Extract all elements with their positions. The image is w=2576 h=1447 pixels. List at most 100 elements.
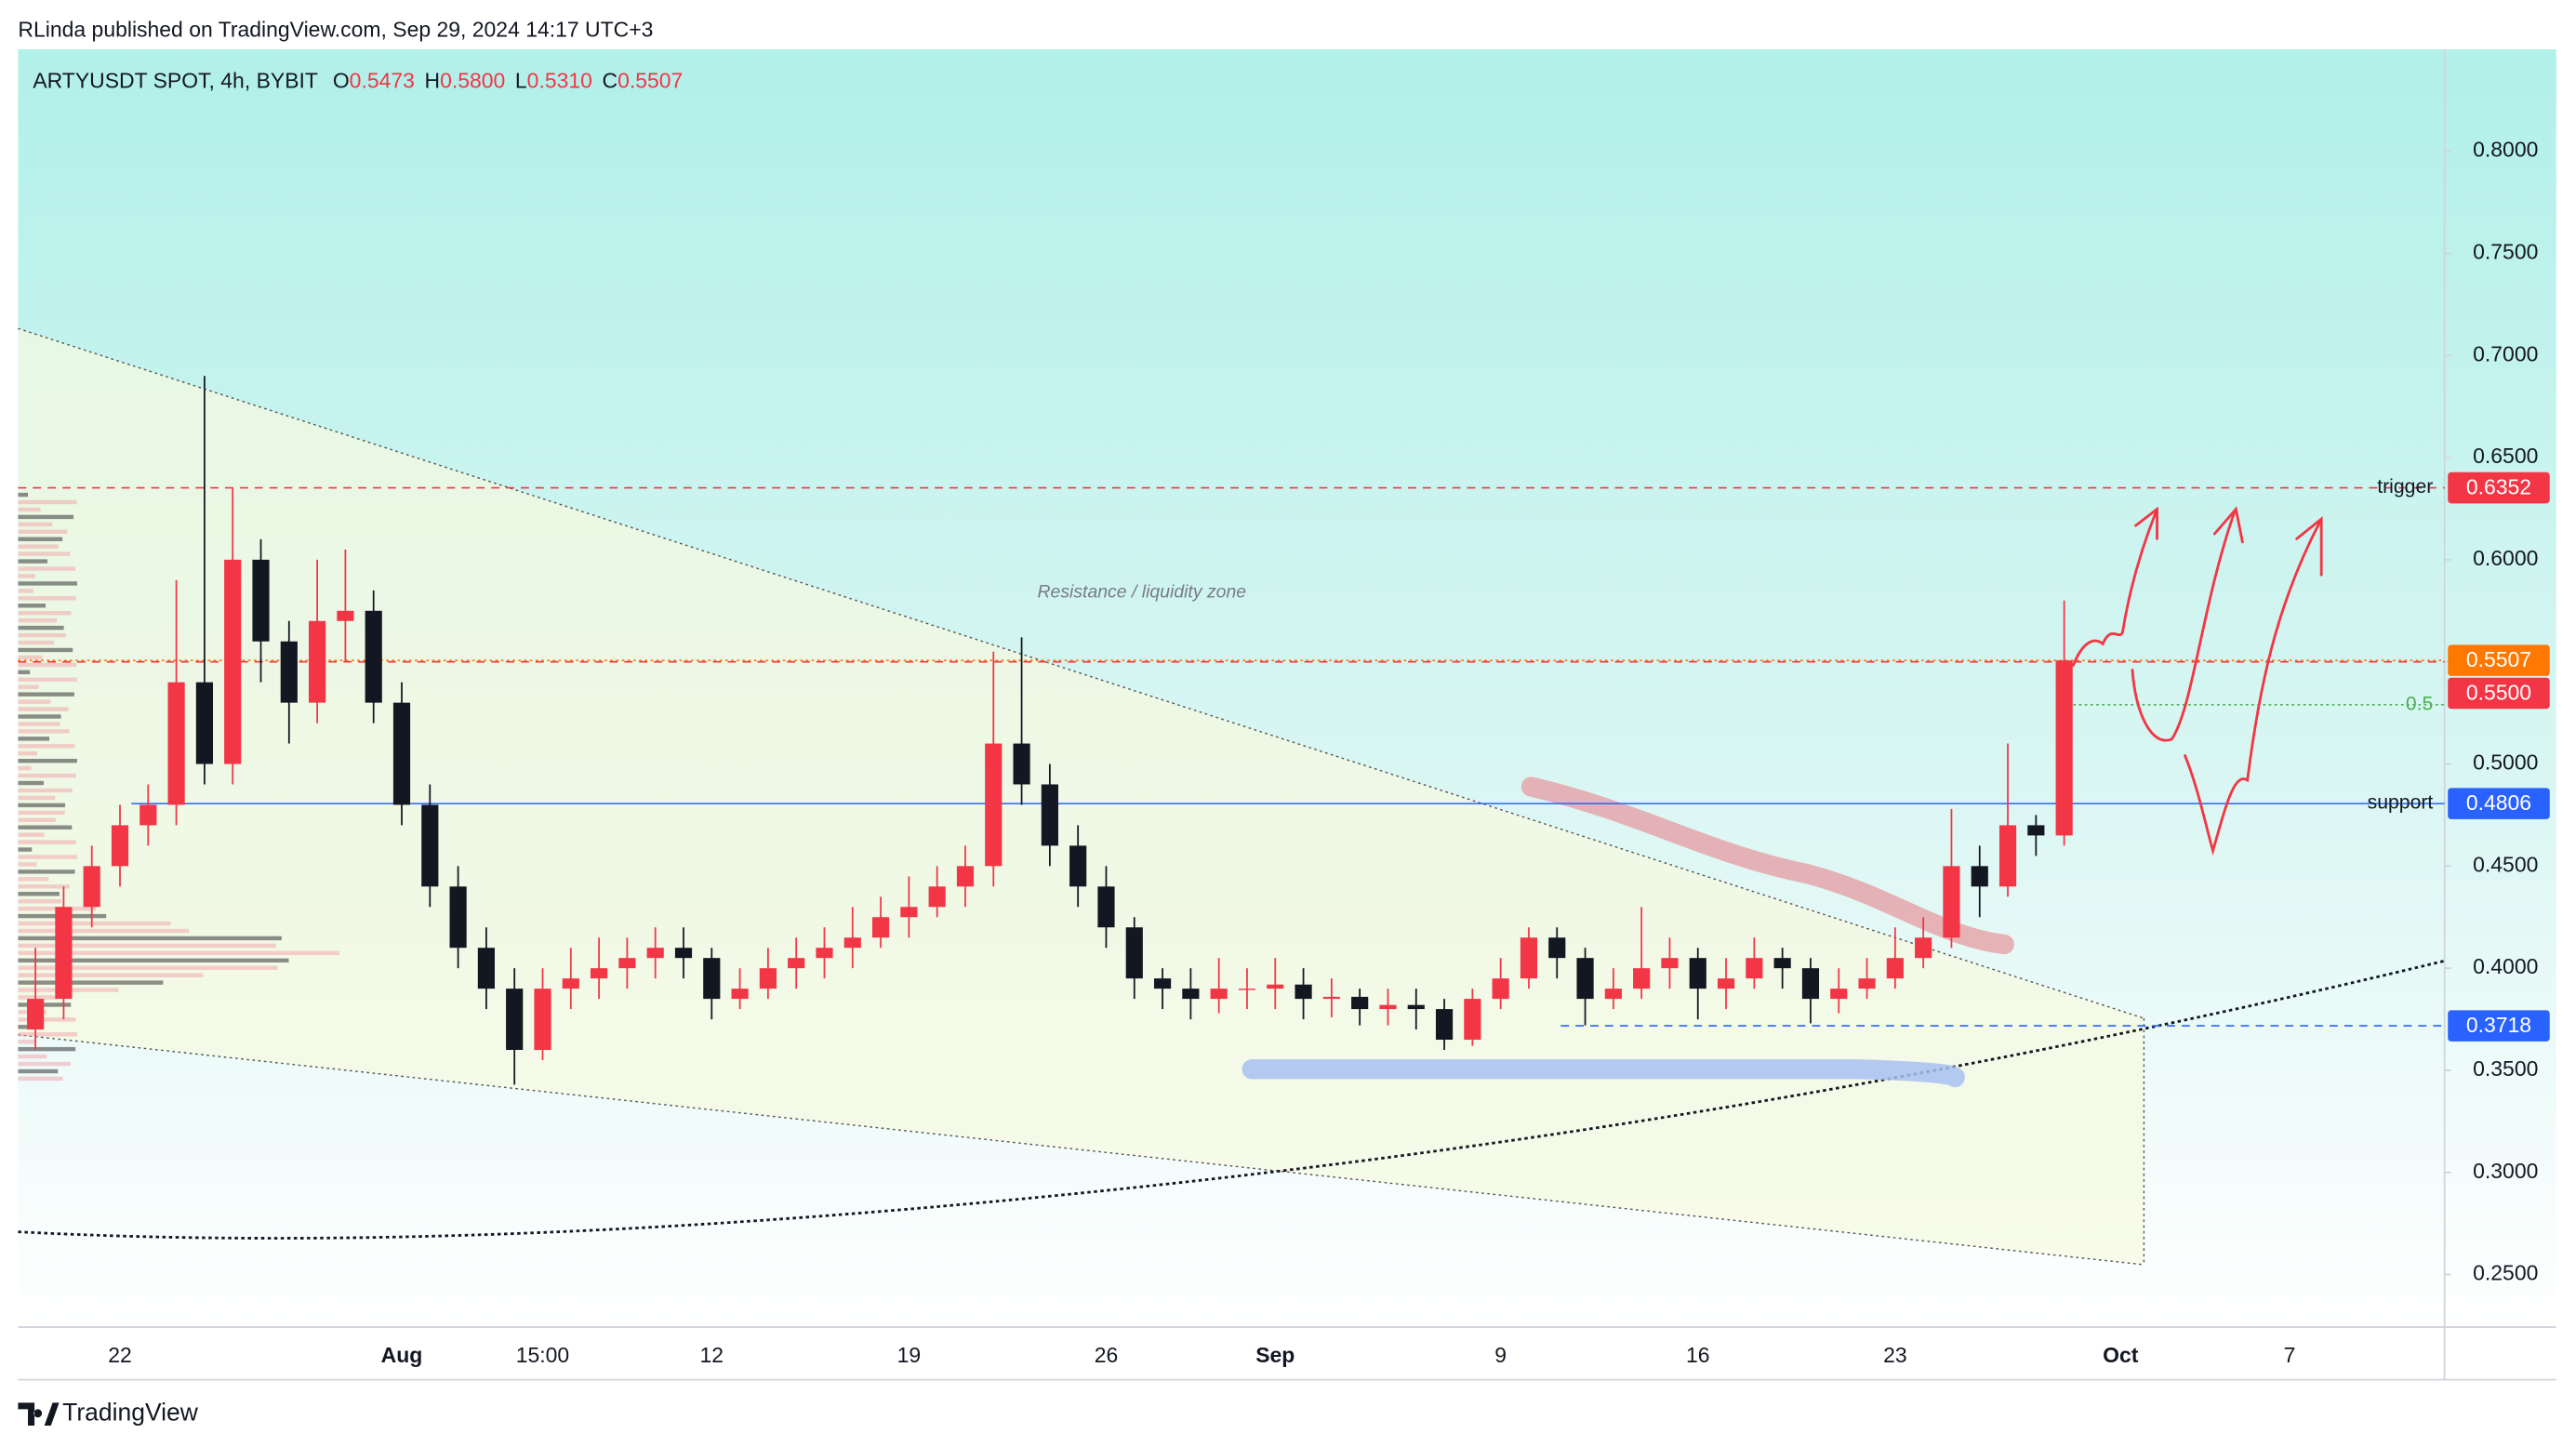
volume-profile-bar [18,788,73,793]
volume-profile-bar [18,625,64,631]
volume-profile-bar [18,832,45,837]
candle-body [1351,996,1369,1010]
volume-profile-bar [18,699,51,704]
volume-profile-bar [18,677,77,682]
x-tick-label: Oct [2103,1343,2139,1367]
level-name: trigger [2377,476,2433,498]
candle-body [83,866,100,908]
volume-profile-bar [18,1076,63,1082]
candle-body [1858,978,1876,989]
volume-profile-bar [18,551,71,556]
volume-profile-bar [18,817,56,822]
candle-body [392,702,411,805]
candle-body [2055,660,2073,836]
candle-body [985,743,1003,867]
candle-body [1295,984,1312,1000]
volume-profile-bar [18,995,58,1000]
candle-body [1661,958,1679,969]
arrow [2072,631,2124,667]
volume-profile-bar [18,670,31,675]
volume-profile-bar [18,765,32,771]
x-tick-label: 9 [1494,1343,1507,1367]
candle-body [646,948,664,959]
candle-body [337,610,354,621]
price-label: 0.6352 [2466,475,2531,499]
volume-profile-bar [18,1032,78,1037]
volume-profile-bar [18,928,190,934]
candle-body [900,907,918,918]
y-tick-label: 0.8000 [2473,138,2538,162]
candle-body [1464,999,1481,1041]
candle-body [1971,866,1988,887]
candle-body [731,989,749,1000]
candle-body [224,559,242,764]
candle-body [1633,968,1651,989]
y-tick-label: 0.2500 [2473,1261,2538,1285]
volume-profile-bar [18,1046,76,1052]
ohlc-key: H [425,68,441,92]
y-tick-label: 0.5000 [2473,750,2538,775]
price-label: 0.4806 [2466,790,2531,815]
volume-profile-bar [18,529,68,535]
candle-body [506,989,524,1051]
candle-body [703,958,721,1000]
volume-profile-bar [18,707,69,711]
volume-profile-bar [18,611,72,616]
forecast-arrows [2072,506,2323,856]
x-tick-label: 19 [897,1343,922,1367]
volume-profile-bar [18,773,77,778]
candle-body [618,958,636,969]
volume-profile-bar [18,492,29,498]
volume-profile-bar [18,751,38,756]
y-tick-label: 0.7000 [2473,341,2538,365]
candle-body [1267,984,1284,989]
volume-profile-bar [18,507,41,512]
publish-header: RLinda published on TradingView.com, Sep… [18,18,653,42]
volume-profile-bar [18,1017,76,1022]
triangle-upper [18,327,2144,1019]
volume-profile-bar [18,744,75,749]
price-label-box [2448,471,2550,504]
candle-body [449,886,467,949]
symbol: ARTYUSDT SPOT, 4h, BYBIT [33,68,318,92]
candle-body [195,682,213,764]
volume-profile-bar [18,647,73,653]
brand-name: TradingView [62,1399,199,1427]
volume-profile-bar [18,522,53,527]
price-label: 0.5507 [2466,647,2531,671]
candle-body [55,907,73,1000]
volume-profile-bar [18,722,60,726]
price-label-box [2448,788,2550,819]
x-tick-label: 26 [1095,1343,1119,1367]
candle-body [759,968,777,989]
x-tick-label: 7 [2284,1343,2296,1367]
volume-profile-bar [18,803,66,808]
x-tick-label: 23 [1883,1343,1907,1367]
candle-body [421,804,439,887]
volume-profile-bar [18,537,63,541]
volume-profile-bar [18,559,48,564]
candle-body [1153,978,1172,989]
volume-profile-bar [18,617,58,623]
volume-profile-bar [18,544,59,549]
candle-body [1548,937,1566,959]
volume-profile-bar [18,574,35,578]
volume-profile-bar [18,795,56,801]
volume-profile-bar [18,898,62,904]
volume-profile-bar [18,632,67,638]
candle-body [1182,989,1200,1000]
volume-profile-bar [18,780,45,786]
x-tick-label: 15:00 [516,1343,569,1367]
y-tick-label: 0.3000 [2473,1159,2538,1183]
highlight-stroke [1520,777,2014,955]
volume-profile-bar [18,729,70,734]
volume-profile-bar [18,950,340,956]
volume-profile-bar [18,1039,35,1044]
candle-body [365,610,382,703]
arrow [2131,506,2244,742]
volume-profile-bar [18,973,204,977]
candle-body [1801,968,1820,1000]
volume-profile-bar [18,980,164,985]
price-label-box [2448,1010,2550,1042]
volume-profile-bar [18,758,77,763]
